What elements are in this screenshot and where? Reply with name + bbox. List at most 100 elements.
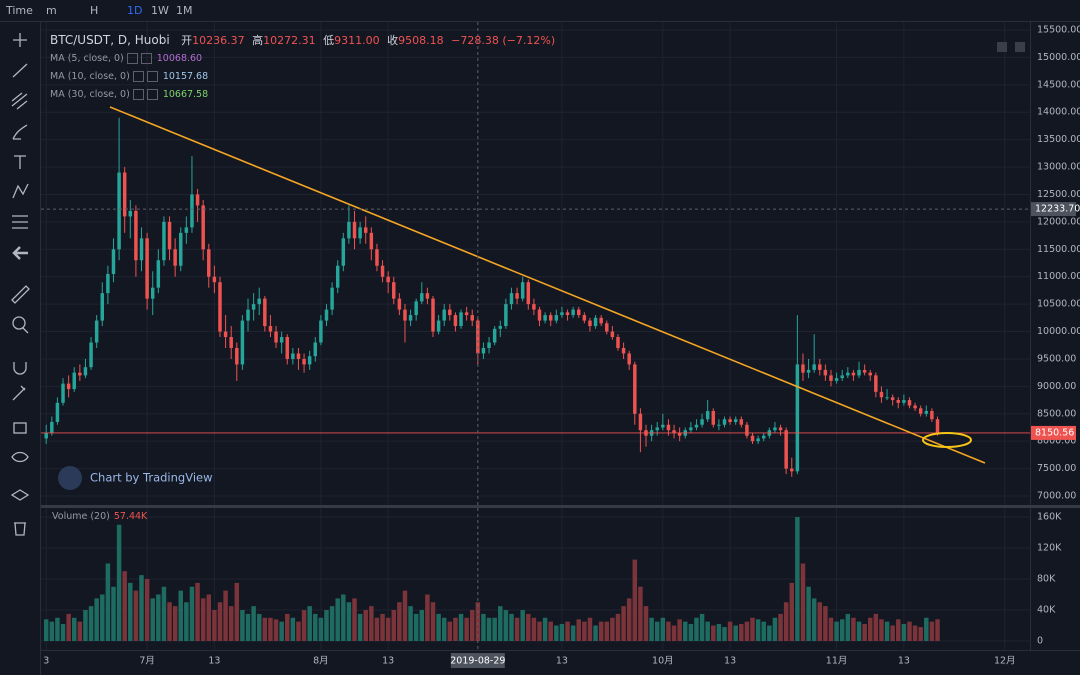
volume-bar (212, 610, 217, 642)
candle-body (616, 337, 620, 348)
pane-button[interactable] (997, 42, 1007, 52)
candle-body (745, 424, 749, 436)
volume-bar (739, 623, 744, 642)
candle-body (829, 375, 833, 381)
candle-body (543, 315, 547, 321)
toolbar-item[interactable]: H (90, 4, 99, 17)
volume-bar (733, 625, 738, 642)
toolbar-item[interactable]: Time (6, 4, 33, 17)
candle-body (784, 430, 788, 469)
candle-body (179, 232, 183, 266)
candle-body (145, 238, 149, 299)
highlight-ellipse[interactable] (922, 432, 972, 448)
measure-tool[interactable] (11, 285, 30, 304)
y-tick-label: 160K (1037, 511, 1062, 522)
text-tool[interactable] (14, 155, 26, 169)
volume-bar (71, 617, 77, 642)
candle-body (577, 309, 581, 316)
ohlc-value: 10236.37 (192, 34, 245, 47)
volume-bar (598, 621, 604, 642)
volume-bar (582, 621, 587, 642)
volume-bar (172, 606, 178, 642)
y-tick-label: 10000.00 (1037, 326, 1080, 337)
candle-body (560, 312, 564, 316)
y-tick-label: 120K (1037, 542, 1062, 553)
volume-bar (722, 627, 727, 642)
toolbar-item[interactable]: 1D (127, 4, 143, 17)
candle-body (408, 315, 413, 321)
volume-bar (492, 617, 497, 642)
magnet-tool[interactable] (13, 362, 27, 375)
y-tick-label: 14000.00 (1037, 107, 1080, 118)
remove-tool[interactable] (14, 522, 26, 536)
ohlc-value: 9508.18 (398, 34, 444, 47)
toolbar-item[interactable]: 1M (176, 4, 193, 17)
volume-bar (890, 625, 895, 642)
crosshair-tool[interactable] (13, 33, 27, 47)
candle-body (476, 320, 480, 354)
indicator-row: MA (30, close, 0) 10667.58 (50, 85, 559, 103)
volume-bar (195, 582, 200, 642)
volume-bar (654, 621, 660, 642)
volume-bar (806, 586, 811, 642)
y-tick-label: 8000.00 (1037, 436, 1076, 447)
volume-bar (912, 625, 918, 642)
volume-bar (509, 613, 514, 642)
volume-bar (240, 610, 245, 642)
volume-bar (464, 617, 469, 642)
candle-body (347, 221, 351, 239)
volume-bar (66, 613, 71, 642)
candle-body (436, 320, 441, 332)
volume-bar (55, 617, 60, 642)
volume-bar (105, 563, 111, 642)
candle-body (386, 276, 390, 283)
candle-body (55, 402, 60, 422)
volume-bar (711, 625, 716, 642)
back-tool[interactable] (12, 246, 28, 260)
frame (40, 21, 1080, 675)
watermark-logo (58, 466, 82, 490)
pattern-tool[interactable] (12, 183, 29, 199)
y-tick-label: 12500.00 (1037, 189, 1080, 200)
trend-line[interactable] (109, 106, 986, 464)
volume-bar (234, 582, 240, 642)
candle-body (913, 405, 917, 409)
pane-button[interactable] (1015, 42, 1025, 52)
volume-bar (666, 621, 671, 642)
volume-bar (783, 602, 789, 642)
candle-body (229, 337, 233, 348)
fib-tool[interactable] (11, 92, 28, 110)
toolbar-item[interactable]: 1W (151, 4, 169, 17)
zoom-tool[interactable] (12, 316, 26, 330)
candle-body (369, 232, 374, 250)
candle-body (128, 210, 133, 217)
volume-bar (273, 619, 279, 642)
brush-tool[interactable] (12, 124, 28, 140)
crosshair-price-label: 12233.70 (1035, 204, 1080, 215)
candle-body (711, 411, 716, 425)
candle-body (246, 309, 250, 321)
volume-bar (262, 617, 268, 642)
lock-tool[interactable] (13, 422, 27, 434)
candle-body (78, 372, 82, 376)
candle-body (392, 282, 396, 299)
indicator-button (126, 52, 138, 64)
volume-bar (828, 617, 834, 642)
prediction-tool[interactable] (12, 215, 28, 229)
ohlc-name: 高 (252, 34, 264, 47)
layers-tool[interactable] (10, 489, 30, 501)
candle-body (111, 249, 116, 274)
volume-bar (397, 602, 402, 642)
candle-body (291, 353, 295, 359)
watermark-text: Chart by TradingView (90, 470, 213, 485)
candle-body (823, 369, 828, 376)
visibility-tool[interactable] (11, 451, 29, 463)
crosshair-date-label: 2019-08-29 (450, 656, 505, 667)
stay-drawing-tool[interactable] (12, 385, 26, 401)
candle-body (235, 347, 239, 365)
toolbar-item[interactable]: m (46, 4, 57, 17)
candle-body (66, 383, 71, 390)
trend-line-tool[interactable] (12, 63, 28, 78)
volume-bar (761, 621, 766, 642)
indicator-value: 10157.68 (162, 71, 209, 82)
